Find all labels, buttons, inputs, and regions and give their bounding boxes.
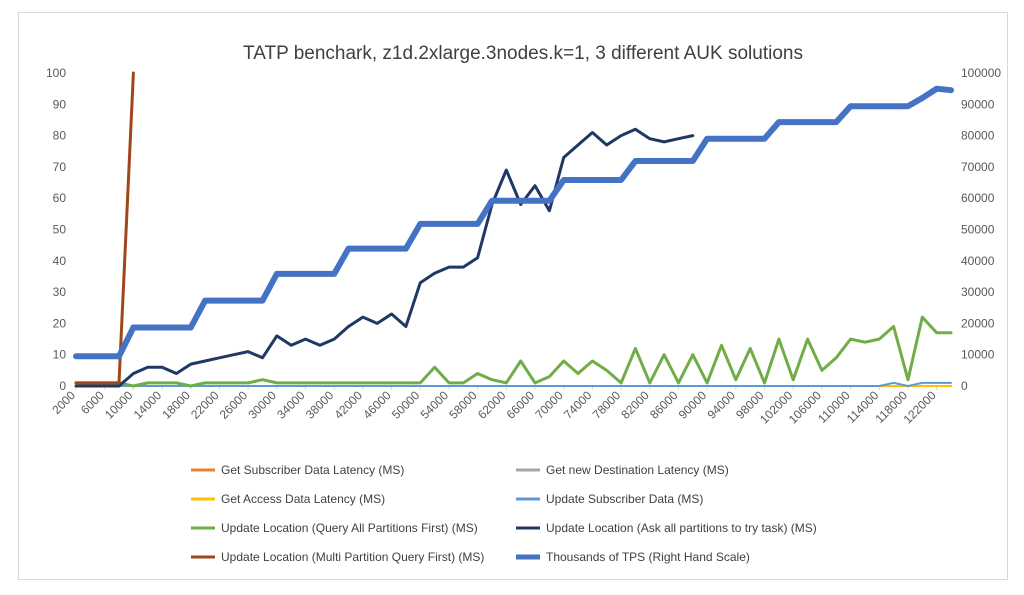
legend-item-label: Get new Destination Latency (MS) [546,463,729,477]
legend-item-label: Update Location (Query All Partitions Fi… [221,521,478,535]
x-axis-tick-label: 62000 [475,388,509,422]
right-axis-tick-label: 20000 [961,316,995,330]
right-axis-tick-label: 60000 [961,191,995,205]
right-axis-tick-label: 90000 [961,97,995,111]
left-axis-tick-label: 100 [46,66,66,80]
right-axis-tick-label: 70000 [961,160,995,174]
legend-item-label: Thousands of TPS (Right Hand Scale) [546,550,750,564]
right-axis-tick-label: 30000 [961,285,995,299]
series-line [73,85,954,360]
left-axis-tick-label: 20 [53,316,67,330]
x-axis-tick-label: 42000 [332,388,366,422]
x-axis-tick-label: 90000 [676,388,710,422]
chart-title: TATP benchark, z1d.2xlarge.3nodes.k=1, 3… [243,43,803,64]
right-axis-tick-label: 80000 [961,129,995,143]
chart: TATP benchark, z1d.2xlarge.3nodes.k=1, 3… [46,43,1001,564]
x-axis-tick-label: 122000 [901,388,939,426]
x-axis-tick-label: 30000 [245,388,279,422]
legend: Get Subscriber Data Latency (MS) Get new … [191,463,817,564]
x-axis-tick-label: 38000 [303,388,337,422]
left-axis-tick-label: 0 [59,379,66,393]
series-line [74,127,695,388]
x-axis-tick-label: 22000 [188,388,222,422]
left-axis-tick-label: 70 [53,160,67,174]
right-axis: 0 10000 20000 30000 40000 50000 60000 70000 8000… [961,66,1001,393]
left-axis-tick-label: 90 [53,97,67,111]
x-axis-tick-label: 46000 [360,388,394,422]
right-axis-tick-label: 0 [961,379,968,393]
right-axis-tick-label: 100000 [961,66,1001,80]
legend-item-label: Update Location (Ask all partitions to t… [546,521,817,535]
series-line [75,381,952,387]
legend-item-label: Get Subscriber Data Latency (MS) [221,463,404,477]
legend-item-label: Update Location (Multi Partition Query F… [221,550,484,564]
x-axis-tick-label: 82000 [618,388,652,422]
left-axis-tick-label: 10 [53,348,67,362]
x-axis-tick-label: 50000 [389,388,423,422]
x-axis-tick-label: 94000 [704,388,738,422]
x-axis-tick-label: 18000 [159,388,193,422]
right-axis-tick-label: 40000 [961,254,995,268]
left-axis-tick-label: 40 [53,254,67,268]
right-axis-tick-label: 50000 [961,223,995,237]
series-line [74,71,135,385]
x-axis-tick-label: 78000 [590,388,624,422]
legend-item-label: Get Access Data Latency (MS) [221,492,385,506]
x-axis: 2000 600010000140001800022000260003000034… [49,386,939,426]
left-axis-tick-label: 50 [53,223,67,237]
x-axis-tick-label: 70000 [532,388,566,422]
x-axis-tick-label: 26000 [217,388,251,422]
left-axis-tick-label: 30 [53,285,67,299]
left-axis-tick-label: 60 [53,191,67,205]
series-line [74,315,953,388]
x-axis-tick-label: 2000 [49,388,78,417]
x-axis-tick-label: 58000 [446,388,480,422]
plot-area [73,71,954,388]
x-axis-tick-label: 14000 [131,388,165,422]
right-axis-tick-label: 10000 [961,348,995,362]
x-axis-tick-label: 34000 [274,388,308,422]
left-axis: 0 10 20 30 40 50 60 70 80 90 100 [46,66,66,393]
x-axis-tick-label: 54000 [418,388,452,422]
x-axis-tick-label: 74000 [561,388,595,422]
x-axis-tick-label: 86000 [647,388,681,422]
chart-frame: TATP benchark, z1d.2xlarge.3nodes.k=1, 3… [18,12,1008,580]
x-axis-tick-label: 10000 [102,388,136,422]
legend-item-label: Update Subscriber Data (MS) [546,492,703,506]
x-axis-tick-label: 66000 [504,388,538,422]
left-axis-tick-label: 80 [53,129,67,143]
